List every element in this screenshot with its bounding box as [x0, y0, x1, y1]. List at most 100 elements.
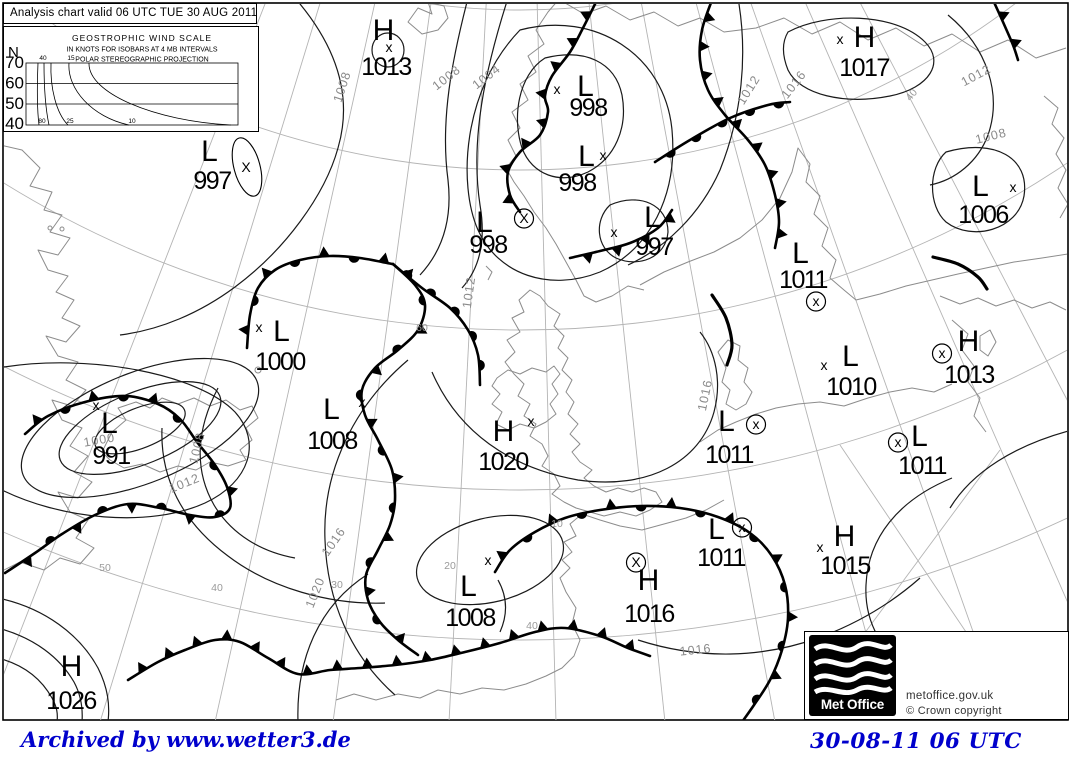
- svg-text:1017: 1017: [839, 54, 889, 82]
- chart-title: Analysis chart valid 06 UTC TUE 30 AUG 2…: [10, 7, 258, 19]
- svg-text:L: L: [842, 340, 858, 373]
- svg-text:X: X: [241, 159, 251, 175]
- svg-text:x: x: [256, 319, 263, 335]
- svg-text:x: x: [611, 224, 618, 240]
- wind-scale-subtitle2: POLAR STEREOGRAPHIC PROJECTION: [75, 57, 208, 64]
- front-cold-front-atlantic-south: [126, 619, 652, 682]
- faroe-islands: [254, 366, 262, 374]
- svg-text:x: x: [93, 397, 100, 413]
- svg-text:H: H: [373, 14, 394, 47]
- svg-text:L: L: [201, 135, 217, 168]
- svg-text:40: 40: [526, 620, 538, 632]
- svg-text:1006: 1006: [958, 201, 1008, 229]
- svg-text:x: x: [359, 394, 366, 410]
- svg-text:x: x: [386, 39, 393, 55]
- svg-text:X: X: [631, 554, 641, 570]
- svg-text:L: L: [792, 237, 808, 270]
- metoffice-branding-box: Met Office metoffice.gov.uk © Crown copy…: [804, 631, 1069, 720]
- svg-text:25: 25: [66, 118, 74, 125]
- pressure-center-high-central-france: H 1016 X: [624, 552, 676, 628]
- svg-text:H: H: [854, 21, 875, 54]
- svg-text:1013: 1013: [361, 53, 411, 81]
- svg-text:x: x: [813, 293, 820, 309]
- svg-text:998: 998: [469, 231, 507, 259]
- svg-text:X: X: [519, 210, 529, 226]
- front-occluded-front-faroes: [238, 246, 394, 350]
- great-britain-coast: [504, 289, 663, 517]
- svg-text:40: 40: [39, 55, 47, 62]
- svg-text:L: L: [323, 393, 339, 426]
- svg-text:1016: 1016: [695, 378, 715, 412]
- svg-text:L: L: [577, 70, 593, 103]
- front-cold-front-ne-corner: [993, 4, 1022, 62]
- svg-text:1015: 1015: [820, 552, 870, 580]
- front-cold-front-white-sea: [698, 4, 788, 250]
- front-warm-front-shetland: [391, 262, 485, 387]
- svg-text:1013: 1013: [944, 361, 994, 389]
- svg-text:H: H: [493, 415, 514, 448]
- front-cold-front-norway: [499, 4, 597, 214]
- svg-text:x: x: [821, 357, 828, 373]
- svg-text:x: x: [837, 31, 844, 47]
- svg-text:50: 50: [5, 94, 24, 113]
- wind-scale-subtitle1: IN KNOTS FOR ISOBARS AT 4 MB INTERVALS: [66, 47, 218, 54]
- biscay-iberia-coast: [335, 513, 583, 701]
- svg-text:998: 998: [569, 94, 607, 122]
- front-warm-front-bothnia: [653, 100, 792, 164]
- svg-text:30: 30: [331, 579, 343, 591]
- svg-text:x: x: [554, 81, 561, 97]
- svg-text:1011: 1011: [779, 266, 827, 294]
- svg-text:80: 80: [38, 118, 46, 125]
- svg-text:H: H: [61, 650, 82, 683]
- svg-text:H: H: [638, 564, 659, 597]
- front-front-scotland-east: [710, 293, 734, 367]
- svg-text:1008: 1008: [445, 604, 495, 632]
- gulf-of-riga-coast: [939, 295, 1067, 311]
- svg-text:60: 60: [5, 74, 24, 93]
- svg-text:x: x: [739, 519, 746, 535]
- front-occluded-front-biscay: [493, 497, 799, 720]
- wind-scale-grid: [25, 62, 239, 126]
- svg-text:1016: 1016: [624, 600, 674, 628]
- svg-text:L: L: [972, 170, 988, 203]
- svg-text:1020: 1020: [478, 448, 528, 476]
- svg-text:x: x: [895, 434, 902, 450]
- svg-text:L: L: [718, 405, 734, 438]
- svg-text:998: 998: [558, 169, 596, 197]
- baltic-east-coast: [951, 319, 987, 433]
- svg-text:1011: 1011: [697, 544, 745, 572]
- wind-scale-diagram: GEOSTROPHIC WIND SCALE IN KNOTS FOR ISOB…: [5, 33, 239, 133]
- svg-text:50: 50: [99, 562, 111, 574]
- svg-text:1008: 1008: [307, 427, 357, 455]
- svalbard-coast: [407, 4, 449, 35]
- wind-scale-box: GEOSTROPHIC WIND SCALE IN KNOTS FOR ISOB…: [3, 26, 259, 133]
- crown-copyright: © Crown copyright: [906, 705, 1002, 717]
- svg-text:1000: 1000: [82, 430, 116, 449]
- svg-text:L: L: [644, 201, 660, 234]
- svg-text:L: L: [101, 407, 117, 440]
- weather-fronts: [4, 4, 1022, 720]
- metoffice-logo: Met Office: [809, 635, 896, 716]
- svg-text:x: x: [753, 416, 760, 432]
- gotland-coast: [979, 329, 997, 357]
- svg-text:10: 10: [128, 118, 136, 125]
- front-front-gulf-of-finland: [931, 255, 989, 291]
- wind-scale-axis-letter: N: [8, 44, 19, 61]
- chart-datetime: 30-08-11 06 UTC: [810, 729, 1022, 754]
- right-edge-coast: [1043, 95, 1067, 219]
- svg-text:1026: 1026: [46, 687, 96, 715]
- baltic-bothnia-coast: [639, 147, 1067, 301]
- svg-text:1000: 1000: [255, 348, 305, 376]
- metoffice-logo-text: Met Office: [820, 697, 885, 712]
